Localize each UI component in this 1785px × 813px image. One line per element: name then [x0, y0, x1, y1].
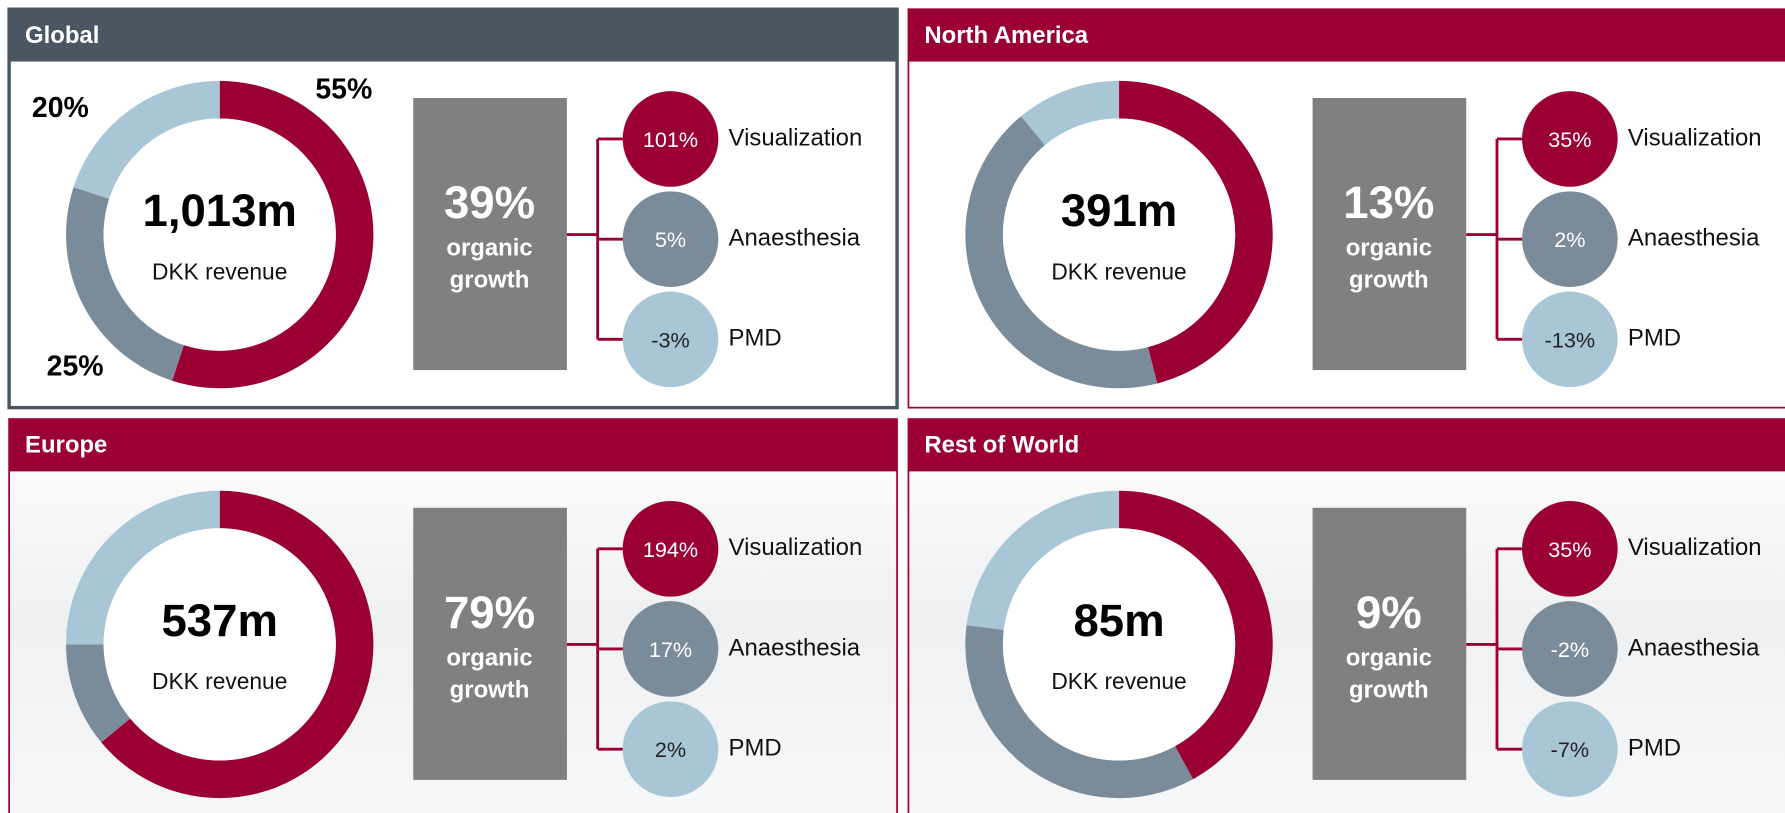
panel: Rest of World 85m DKK revenue 9% organic grow… — [907, 418, 1785, 813]
segment-growth: 2% — [655, 737, 686, 762]
segment-growth: 35% — [1548, 127, 1591, 152]
growth: 13% — [1343, 177, 1434, 228]
donut-segment — [1021, 80, 1120, 146]
growth-box — [413, 507, 567, 780]
donut-segment — [66, 187, 184, 381]
segment-circle — [622, 701, 719, 797]
donut-hole — [103, 528, 336, 761]
revenue-label: DKK revenue — [1051, 258, 1186, 284]
panel: North America 391m DKK revenue 13% organic gr… — [907, 8, 1785, 409]
segment-name: PMD — [729, 734, 782, 761]
growth-label: growth — [1349, 676, 1429, 703]
donut-segment — [966, 490, 1120, 630]
segment-circle — [1522, 191, 1618, 287]
donut-segment — [1119, 490, 1273, 780]
panel-title: North America — [924, 22, 1088, 49]
revenue-label: DKK revenue — [152, 258, 287, 284]
growth-label: organic — [1346, 235, 1432, 262]
segment-growth: 17% — [649, 637, 692, 662]
revenue-label: DKK revenue — [152, 668, 287, 694]
donut-segment — [66, 490, 220, 645]
donut-segment — [73, 80, 220, 199]
panel: Global 55% 25% 20% 1,013m DKK revenue 39% organ… — [7, 7, 899, 410]
segment-circle — [1522, 291, 1618, 388]
growth-box — [413, 97, 567, 371]
panel-header — [9, 419, 898, 472]
panel: Europe 537m DKK revenue 79% organic growth 194… — [8, 418, 898, 813]
segment-name: Visualization — [1628, 124, 1762, 151]
donut-value-label: 55% — [315, 74, 372, 106]
donut-segment — [101, 490, 374, 799]
segment-circle — [1522, 601, 1618, 697]
revenue: 391m — [1061, 185, 1177, 236]
segment-name: Anaesthesia — [1628, 224, 1760, 251]
segment-circle — [622, 191, 719, 287]
segment-circle — [1522, 701, 1618, 797]
growth: 79% — [444, 587, 535, 638]
growth-label: organic — [446, 645, 532, 672]
revenue: 85m — [1073, 595, 1164, 646]
segment-name: Visualization — [729, 124, 863, 151]
donut-hole — [103, 118, 336, 351]
growth-label: organic — [1346, 645, 1432, 672]
donut-segment — [965, 625, 1194, 799]
panel-header — [908, 9, 1785, 62]
revenue: 537m — [161, 595, 277, 646]
segment-growth: -3% — [651, 327, 689, 352]
segment-name: PMD — [1628, 325, 1681, 352]
segment-name: PMD — [1628, 734, 1681, 761]
segment-growth: 194% — [643, 537, 698, 562]
segment-growth: 2% — [1554, 227, 1585, 252]
donut-segment — [172, 80, 374, 389]
growth-label: growth — [450, 267, 530, 294]
panel-title: Rest of World — [924, 432, 1079, 459]
segment-circle — [622, 291, 719, 388]
segment-name: Anaesthesia — [729, 634, 861, 661]
segment-circle — [1522, 500, 1618, 597]
segment-growth: 35% — [1548, 537, 1591, 562]
segment-growth: 5% — [655, 227, 686, 252]
segment-growth: 101% — [643, 127, 698, 152]
growth-label: growth — [1349, 267, 1429, 294]
donut-segment — [66, 644, 131, 743]
donut-hole — [1002, 528, 1236, 761]
panel-title: Global — [25, 22, 99, 49]
panel-header — [9, 9, 898, 62]
segment-circle — [622, 91, 719, 187]
growth-box — [1312, 507, 1467, 780]
segment-circle — [622, 601, 719, 697]
donut-value-label: 25% — [47, 350, 104, 382]
growth: 39% — [444, 177, 535, 228]
panel-title: Europe — [25, 432, 107, 459]
segment-name: PMD — [729, 325, 782, 352]
segment-name: Visualization — [729, 534, 863, 561]
segment-growth: -2% — [1551, 637, 1589, 662]
segment-circle — [1522, 91, 1618, 187]
donut-value-label: 20% — [32, 92, 89, 124]
growth-label: organic — [446, 235, 532, 262]
growth: 9% — [1356, 587, 1422, 638]
growth-box — [1312, 97, 1467, 371]
segment-circle — [622, 500, 719, 597]
segment-growth: -13% — [1545, 327, 1595, 352]
growth-label: growth — [450, 676, 530, 703]
segment-name: Anaesthesia — [729, 224, 861, 251]
panel-header — [908, 419, 1785, 472]
segment-name: Anaesthesia — [1628, 634, 1760, 661]
revenue: 1,013m — [143, 185, 297, 236]
revenue-label: DKK revenue — [1051, 668, 1186, 694]
segment-growth: -7% — [1551, 737, 1589, 762]
donut-segment — [965, 116, 1158, 389]
segment-name: Visualization — [1628, 534, 1762, 561]
donut-hole — [1002, 118, 1236, 351]
donut-segment — [1119, 80, 1273, 384]
